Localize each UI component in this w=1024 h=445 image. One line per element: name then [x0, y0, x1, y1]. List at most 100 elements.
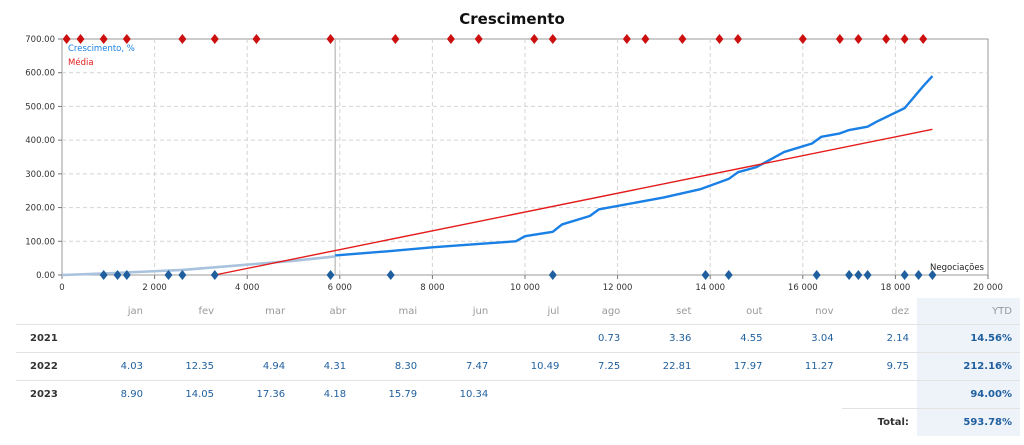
- total-label: Total:: [841, 408, 917, 436]
- bottom-deal-marker: [900, 270, 909, 280]
- top-deal-marker: [715, 34, 724, 44]
- month-growth-cell: 7.25: [567, 352, 629, 381]
- ytd-cell: 212.16%: [916, 352, 1020, 381]
- table-header-month: out: [746, 305, 763, 317]
- bottom-deal-marker: [548, 270, 557, 280]
- month-growth-cell: 4.18: [293, 380, 355, 409]
- month-growth-cell: [567, 380, 629, 409]
- x-tick-label: 16 000: [788, 283, 818, 293]
- x-tick-label: 6 000: [328, 283, 352, 293]
- table-header-month: jun: [472, 305, 489, 317]
- chart-legend: Crescimento, % Média: [68, 44, 135, 68]
- top-deal-marker: [391, 34, 400, 44]
- table-row: 2021 0.73 3.36 4.55 3.04 2.14 14.56%: [16, 324, 1020, 353]
- month-growth-cell: 4.03: [90, 352, 151, 381]
- month-growth-cell: 10.49: [496, 352, 568, 381]
- x-tick-label: 14 000: [695, 283, 725, 293]
- bottom-deal-marker: [178, 270, 187, 280]
- bottom-deal-marker: [914, 270, 923, 280]
- month-growth-cell: 2.14: [841, 324, 917, 353]
- month-growth-cell: 14.05: [150, 380, 223, 409]
- row-year: 2023: [16, 380, 90, 409]
- month-growth-cell: [770, 380, 842, 409]
- top-deal-marker: [326, 34, 335, 44]
- bottom-deal-marker: [122, 270, 131, 280]
- month-growth-cell: 8.30: [354, 352, 426, 381]
- top-deal-marker: [474, 34, 483, 44]
- table-header-month: mar: [265, 305, 286, 317]
- month-growth-cell: 12.35: [150, 352, 223, 381]
- total-row: Total: 593.78%: [16, 408, 1020, 436]
- average-line: [214, 128, 933, 276]
- bottom-deal-marker: [386, 270, 395, 280]
- month-growth-cell: [699, 380, 771, 409]
- x-tick-label: 18 000: [881, 283, 911, 293]
- table-body: 2021 0.73 3.36 4.55 3.04 2.14 14.56% 2022 4.03 12…: [16, 324, 1020, 436]
- month-growth-cell: 17.97: [699, 352, 771, 381]
- top-deal-marker: [678, 34, 687, 44]
- top-deal-marker: [99, 34, 108, 44]
- chart-axes: 0 2 000 4 000 6 000 8 000 10 000 12 000 14 000 1…: [25, 35, 1003, 293]
- table-header-year: [16, 298, 90, 325]
- growth-chart: 0 2 000 4 000 6 000 8 000 10 000 12 000 14 000 1…: [25, 34, 1003, 293]
- chart-markers: [62, 34, 937, 280]
- legend-entry-growth: Crescimento, %: [68, 44, 135, 54]
- table-header-month: ago: [601, 305, 621, 317]
- top-deal-marker: [210, 34, 219, 44]
- x-axis-label: Negociações: [930, 263, 985, 273]
- y-tick-label: 0.00: [36, 271, 55, 281]
- bottom-deal-marker: [701, 270, 710, 280]
- y-tick-label: 500.00: [25, 102, 55, 112]
- month-growth-cell: 9.75: [841, 352, 917, 381]
- month-growth-cell: 3.36: [628, 324, 700, 353]
- bottom-deal-marker: [99, 270, 108, 280]
- y-tick-label: 400.00: [25, 136, 55, 146]
- table-header-month: jan: [127, 305, 143, 317]
- bottom-deal-marker: [854, 270, 863, 280]
- ytd-cell: 94.00%: [916, 380, 1020, 409]
- chart-series: [61, 75, 934, 277]
- month-growth-cell: 10.34: [425, 380, 497, 409]
- month-growth-cell: 4.31: [293, 352, 355, 381]
- bottom-deal-marker: [210, 270, 219, 280]
- y-tick-label: 700.00: [25, 35, 55, 45]
- month-growth-cell: 17.36: [222, 380, 294, 409]
- top-deal-marker: [919, 34, 928, 44]
- x-tick-label: 8 000: [420, 283, 444, 293]
- month-growth-cell: [496, 324, 568, 353]
- top-deal-marker: [835, 34, 844, 44]
- y-tick-label: 100.00: [25, 237, 55, 247]
- month-growth-cell: 22.81: [628, 352, 700, 381]
- ytd-cell: 14.56%: [916, 324, 1020, 353]
- table-header-month: mai: [398, 305, 418, 317]
- total-value: 593.78%: [916, 408, 1020, 436]
- growth-line-current: [335, 75, 934, 257]
- table-header-month: nov: [815, 305, 834, 317]
- table-header-month: abr: [329, 305, 347, 317]
- month-growth-cell: [150, 324, 223, 353]
- table-header-row: jan fev mar abr mai jun jul ago set out nov dez YTD: [16, 298, 1020, 325]
- growth-line-history: [61, 255, 336, 277]
- top-deal-marker: [548, 34, 557, 44]
- month-growth-cell: 11.27: [770, 352, 842, 381]
- row-year: 2021: [16, 324, 90, 353]
- y-tick-label: 200.00: [25, 204, 55, 214]
- month-growth-cell: [354, 324, 426, 353]
- chart-grid: [61, 38, 989, 276]
- top-deal-marker: [530, 34, 539, 44]
- month-growth-cell: [293, 324, 355, 353]
- x-tick-label: 0: [59, 283, 64, 293]
- bottom-deal-marker: [863, 270, 872, 280]
- month-growth-cell: 3.04: [770, 324, 842, 353]
- table-row: 2023 8.90 14.05 17.36 4.18 15.79 10.34 94.00%: [16, 380, 1020, 409]
- top-deal-marker: [798, 34, 807, 44]
- x-tick-label: 20 000: [973, 283, 1003, 293]
- month-growth-cell: [841, 380, 917, 409]
- chart-title: Crescimento: [459, 10, 565, 28]
- month-growth-cell: [222, 324, 294, 353]
- top-deal-marker: [446, 34, 455, 44]
- bottom-deal-marker: [724, 270, 733, 280]
- bottom-deal-marker: [928, 270, 937, 280]
- month-growth-cell: 4.55: [699, 324, 771, 353]
- bottom-deal-marker: [326, 270, 335, 280]
